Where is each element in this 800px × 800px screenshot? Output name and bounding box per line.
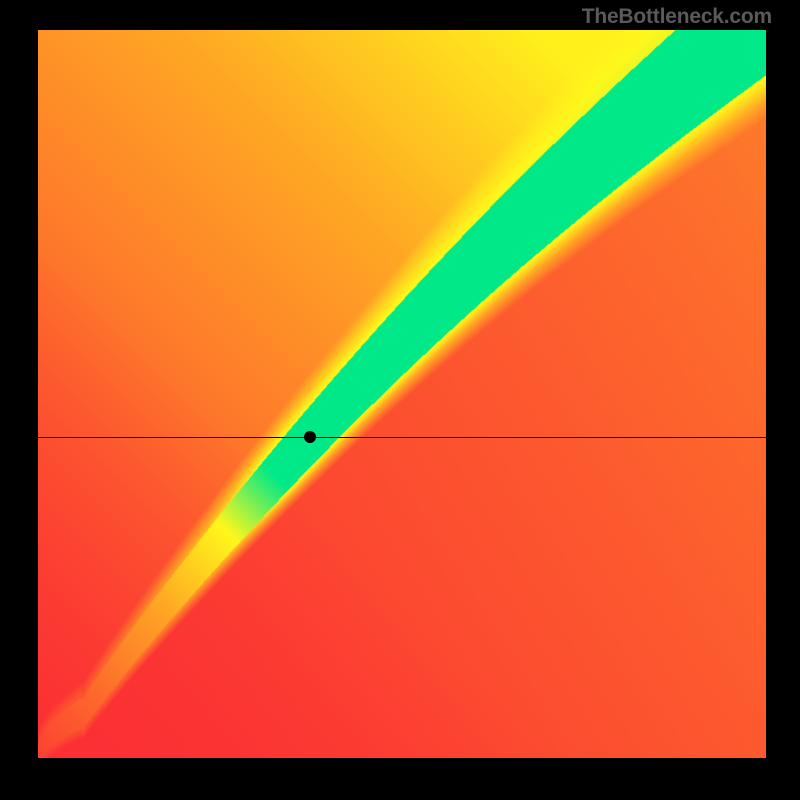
bottleneck-heatmap (38, 30, 766, 758)
data-point-marker (304, 431, 316, 443)
watermark-text: TheBottleneck.com (582, 5, 772, 29)
crosshair-horizontal (38, 437, 766, 438)
heatmap-canvas (38, 30, 766, 758)
